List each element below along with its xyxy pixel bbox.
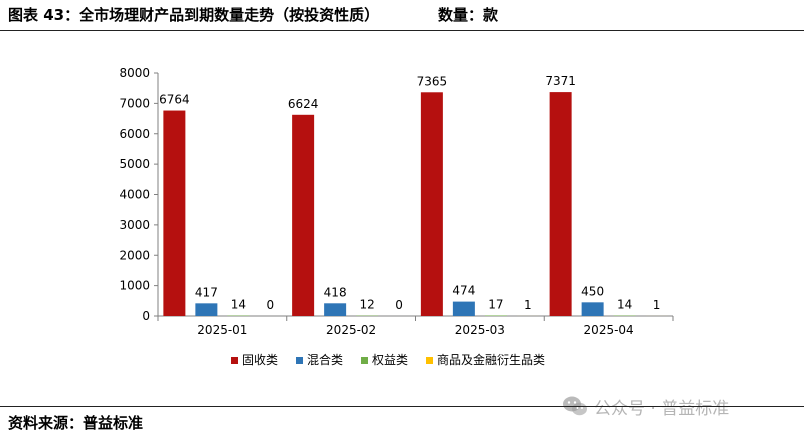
data-label: 6764: [159, 93, 190, 107]
bar-固收类-2025-03: [420, 92, 443, 317]
data-label: 7365: [417, 74, 448, 88]
bar-混合类-2025-02: [324, 303, 347, 316]
legend-label: 权益类: [372, 353, 408, 367]
x-tick-label: 2025-02: [326, 323, 376, 337]
y-tick-label: 8000: [119, 66, 150, 80]
bar-混合类-2025-01: [195, 303, 218, 316]
data-label: 474: [452, 284, 475, 298]
y-tick-label: 0: [142, 309, 150, 323]
data-label: 17: [488, 297, 503, 311]
data-label: 450: [581, 284, 604, 298]
legend-swatch: [361, 357, 368, 364]
y-tick-label: 2000: [119, 248, 150, 262]
bar-混合类-2025-03: [452, 301, 475, 316]
top-divider: [0, 30, 804, 31]
chart-title: 图表 43：全市场理财产品到期数量走势（按投资性质）: [8, 6, 380, 24]
watermark-text: 公众号 · 普益标准: [594, 398, 730, 419]
data-label: 6624: [288, 97, 319, 111]
y-tick-label: 7000: [119, 96, 150, 110]
data-label: 0: [267, 298, 275, 312]
bottom-divider: [0, 406, 804, 407]
bar-权益类-2025-03: [484, 315, 507, 316]
y-tick-label: 4000: [119, 188, 150, 202]
data-label: 1: [524, 298, 532, 312]
y-tick-label: 3000: [119, 218, 150, 232]
chart-header: 图表 43：全市场理财产品到期数量走势（按投资性质） 数量：款: [0, 0, 804, 30]
bar-固收类-2025-01: [163, 110, 186, 316]
data-label: 12: [359, 298, 374, 312]
source-note: 资料来源：普益标准: [8, 414, 144, 432]
y-tick-label: 1000: [119, 279, 150, 293]
data-label: 0: [395, 298, 403, 312]
data-label: 1: [653, 298, 661, 312]
data-label: 14: [617, 298, 632, 312]
legend-label: 固收类: [242, 353, 278, 367]
y-tick-label: 6000: [119, 127, 150, 141]
bar-固收类-2025-02: [292, 114, 315, 317]
legend-swatch: [426, 357, 433, 364]
y-tick-label: 5000: [119, 157, 150, 171]
data-label: 7371: [545, 74, 576, 88]
data-label: 14: [231, 298, 246, 312]
x-tick-label: 2025-01: [197, 323, 247, 337]
legend-swatch: [231, 357, 238, 364]
watermark: 公众号 · 普益标准: [562, 392, 729, 420]
data-label: 417: [195, 285, 218, 299]
x-tick-label: 2025-03: [455, 323, 505, 337]
data-label: 418: [324, 285, 347, 299]
chart-unit: 数量：款: [438, 6, 499, 24]
legend-swatch: [296, 357, 303, 364]
x-tick-label: 2025-04: [584, 323, 634, 337]
wechat-icon: [563, 396, 587, 416]
bar-固收类-2025-04: [549, 92, 572, 317]
legend-label: 商品及金融衍生品类: [437, 352, 545, 367]
legend-label: 混合类: [307, 352, 343, 367]
bar-混合类-2025-04: [581, 302, 604, 316]
